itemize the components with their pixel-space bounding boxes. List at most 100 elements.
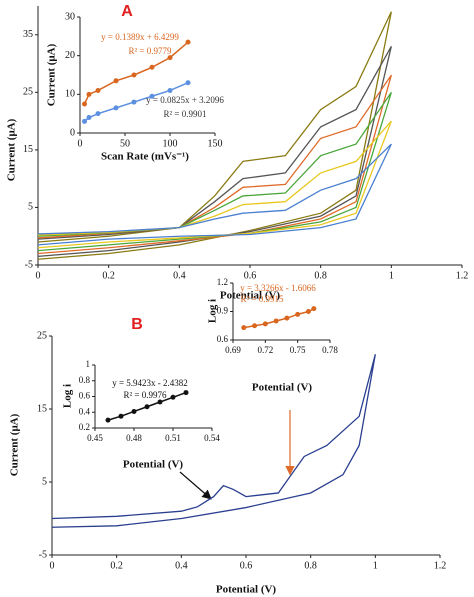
point: [131, 72, 137, 78]
x-tick-label: 0.78: [322, 345, 338, 355]
x-tick-label: 50: [120, 138, 130, 149]
x-tick-label: 0.6: [240, 560, 253, 571]
y-tick-label: 0: [70, 127, 75, 138]
point: [95, 111, 101, 117]
y-tick-label: 5: [42, 476, 47, 487]
x-tick-label: 0.4: [173, 270, 186, 281]
y-tick-label: 20: [65, 50, 75, 61]
point: [241, 325, 247, 331]
y-axis-title: Current (μA): [46, 43, 58, 106]
y-tick-label: -5: [39, 549, 47, 560]
series-line: [37, 11, 392, 260]
inset-background: [78, 8, 248, 166]
point: [144, 404, 150, 410]
point: [252, 323, 258, 329]
y-tick-label: 1: [86, 359, 91, 369]
x-tick-label: 0.8: [304, 560, 317, 571]
y-tick-label: 35: [23, 29, 33, 40]
y-axis-title: Log i: [62, 384, 74, 408]
x-tick-label: 0.54: [204, 433, 220, 443]
point: [131, 408, 137, 414]
x-tick-label: 0.4: [175, 560, 188, 571]
point: [131, 99, 137, 105]
series-line: [37, 74, 392, 255]
y-tick-label: 0.4: [79, 406, 91, 416]
point: [167, 55, 173, 61]
point: [118, 413, 124, 419]
y-tick-label: 5: [28, 202, 33, 213]
point: [284, 315, 290, 321]
y-tick-label: 30: [65, 11, 75, 22]
x-tick-label: 0.45: [87, 433, 103, 443]
y-tick-label: 15: [23, 144, 33, 155]
point: [149, 93, 155, 99]
y-tick-label: 0.6: [79, 391, 91, 401]
y-tick-label: 0.9: [217, 306, 229, 316]
point: [86, 91, 92, 97]
point: [305, 309, 311, 314]
x-tick-label: 100: [163, 138, 178, 149]
y-tick-label: 15: [37, 403, 47, 414]
point: [157, 399, 163, 405]
x-tick-label: 0.69: [225, 345, 241, 355]
x-tick-label: 0.2: [110, 560, 123, 571]
point: [167, 87, 173, 93]
point: [311, 306, 317, 312]
x-axis-title: Potential (V): [220, 290, 281, 302]
annotation: y = 5.9423x - 2.4382: [112, 378, 188, 388]
x-tick-label: 0: [78, 138, 83, 149]
point: [185, 39, 191, 45]
x-tick-label: 1: [373, 560, 378, 571]
panel-label: B: [131, 316, 143, 333]
y-tick-label: -5: [25, 259, 33, 270]
x-tick-label: 1.2: [434, 560, 447, 571]
y-axis-title: Log i: [207, 299, 219, 323]
x-axis-title: Potential (V): [252, 382, 313, 394]
series-line: [37, 143, 392, 246]
x-tick-label: 0.51: [165, 433, 181, 443]
x-axis-title: Potential (V): [123, 459, 184, 471]
y-tick-label: 0.2: [79, 422, 90, 432]
arrow: [179, 471, 212, 500]
series-line: [51, 354, 376, 528]
annotation: R² = 0.9976: [123, 390, 167, 400]
point: [262, 321, 268, 327]
point: [149, 64, 155, 70]
annotation: R² = 0.9915: [240, 294, 284, 304]
point: [185, 80, 191, 86]
x-tick-label: 0.8: [314, 270, 327, 281]
point: [82, 118, 87, 124]
y-tick-label: 0.8: [79, 375, 91, 385]
x-tick-label: 0.48: [126, 433, 142, 443]
series-line: [37, 91, 392, 252]
point: [95, 87, 101, 93]
annotation: y = 0.0825x + 3.2096: [146, 95, 224, 105]
x-tick-label: 0.6: [244, 270, 257, 281]
point: [105, 417, 111, 423]
point: [273, 318, 279, 324]
x-tick-label: 1.2: [456, 270, 469, 281]
y-axis-title: Current (μA): [9, 413, 21, 476]
y-tick-label: 25: [37, 330, 47, 341]
x-tick-label: 0.75: [290, 345, 306, 355]
point: [295, 311, 301, 317]
y-tick-label: 10: [65, 89, 75, 100]
point: [170, 394, 176, 400]
x-tick-label: 0: [36, 270, 41, 281]
point: [82, 101, 87, 107]
y-tick-label: 25: [23, 87, 33, 98]
x-axis-title: Potential (V): [216, 584, 277, 596]
y-axis-title: Current (μA): [6, 118, 18, 181]
annotation: y = 3.3266x - 1.6066: [240, 283, 316, 293]
point: [113, 78, 119, 84]
point: [113, 105, 119, 111]
x-tick-label: 0.72: [257, 345, 273, 355]
x-tick-label: 0.2: [102, 270, 115, 281]
annotation: R² = 0.9901: [163, 109, 206, 119]
annotation: R² = 0.9779: [128, 46, 172, 56]
series-line: [37, 120, 392, 249]
y-tick-label: 1.2: [217, 277, 228, 287]
panel-label: A: [121, 3, 133, 20]
